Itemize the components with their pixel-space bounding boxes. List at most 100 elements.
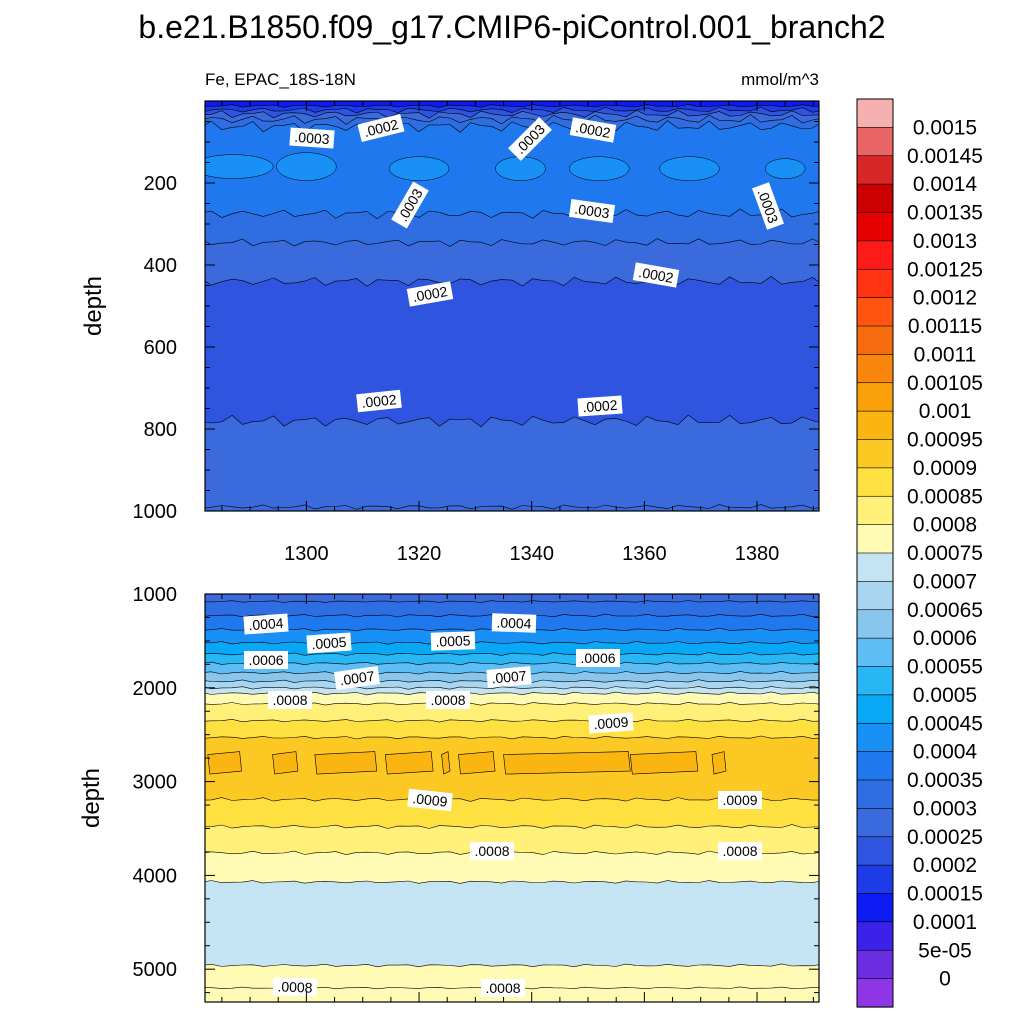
lower-contour-label-4: .0006 [244,651,288,669]
upper-contour-label-7: .0002 [406,281,454,307]
upper-x-tick-label-3: 1360 [622,543,667,565]
colorbar-label-17: 0.00065 [907,599,983,622]
lower-contour-label-text-14: .0008 [722,843,757,859]
upper-contour-label-bg-10 [577,395,623,417]
upper-contour-label-text-0: .0003 [294,129,330,147]
upper-contour-label-text-8: .0002 [637,264,674,286]
upper-contour-label-bg-4 [391,181,429,229]
colorbar-swatch-3 [856,183,894,214]
lower-contour-label-16: .0008 [481,979,525,997]
upper-contour-3 [205,114,819,125]
colorbar-swatch-18 [856,609,894,639]
lower-contour-label-bg-8 [268,691,312,709]
upper-contour-1 [205,106,819,114]
upper-contour-label-text-3: .0002 [574,119,611,141]
lower-contour-label-bg-2 [306,632,352,654]
colorbar-label-8: 0.0011 [914,343,977,366]
colorbar-swatch-28 [856,893,894,923]
lower-contour-16 [205,880,819,884]
upper-y-axis-label: depth [80,276,107,336]
colorbar-label-9: 0.00105 [907,372,983,395]
lower-contour-label-text-0: .0004 [248,615,284,633]
upper-contour-9 [205,504,819,510]
colorbar-swatch-24 [856,779,894,809]
upper-blob-6 [764,158,806,179]
colorbar-label-29: 5e-05 [918,939,972,962]
lower-contour-5 [205,661,819,666]
upper-ticks [205,101,819,512]
upper-contour-labels: .0003.0002.0003.0002.0003.0003.0003.0002… [289,113,784,417]
lower-y-tick-labels: 1000 2000 3000 4000 5000 [133,584,178,981]
lower-contour-label-text-15: .0008 [277,978,313,995]
lower-contour-label-12: .0009 [718,791,762,809]
upper-x-tick-label-2: 1340 [509,543,554,565]
lower-contour-label-text-2: .0005 [311,634,347,652]
colorbar-swatch-23 [856,751,894,781]
colorbar-swatch-9 [856,354,894,384]
lower-contour-label-text-4: .0006 [248,652,283,668]
colorbar-label-15: 0.00075 [907,542,983,565]
upper-contour-6 [205,238,819,247]
colorbar-swatch-25 [856,808,894,838]
upper-y-tick-labels: 200 400 600 800 1000 [133,173,178,523]
upper-contour-label-9: .0002 [356,389,402,413]
lower-y-tick-label-4: 5000 [133,959,178,981]
colorbar-swatch-7 [856,297,894,327]
upper-contour-label-bg-7 [406,281,454,307]
colorbar: 0.0015 0.00145 0.0014 0.00135 0.0013 0.00125 0… [856,98,983,1008]
colorbar-swatch-27 [856,864,894,895]
lower-patch-0 [207,751,242,775]
upper-contour-label-bg-3 [569,117,617,143]
colorbar-swatch-5 [856,240,894,270]
colorbar-swatch-11 [856,410,894,441]
upper-y-tick-label-4: 1000 [133,501,178,523]
colorbar-label-21: 0.00045 [907,712,983,735]
lower-contour-label-bg-14 [718,842,762,860]
lower-contour-label-bg-10 [588,712,634,734]
lower-contour-label-3: .0005 [430,631,476,651]
lower-contour-12 [205,735,819,740]
lower-contour-label-text-10: .0009 [593,714,629,732]
lower-contour-label-bg-13 [470,842,514,860]
colorbar-label-18: 0.0006 [913,627,977,650]
upper-contour-label-text-9: .0002 [361,391,398,411]
lower-contour-label-text-12: .0009 [722,792,757,808]
colorbar-label-23: 0.00035 [907,769,983,792]
lower-contour-label-11: .0009 [407,788,453,812]
lower-contour-label-text-11: .0009 [412,790,449,810]
lower-contour-label-text-7: .0007 [491,667,528,686]
lower-contour-label-text-5: .0006 [580,650,615,666]
colorbar-label-3: 0.00135 [907,202,983,225]
upper-contour-label-0: .0003 [289,127,335,149]
colorbar-swatch-13 [856,467,894,497]
lower-contour-label-bg-16 [481,979,525,997]
colorbar-label-2: 0.0014 [913,173,978,196]
lower-contour-label-10: .0009 [588,712,634,734]
colorbar-label-14: 0.0008 [913,514,977,537]
upper-contour-label-bg-1 [357,113,405,143]
upper-contour-label-bg-0 [289,127,335,149]
lower-contour-label-bg-7 [486,666,532,688]
colorbar-swatch-8 [856,325,894,355]
colorbar-label-12: 0.0009 [913,457,977,480]
lower-contour-0 [205,600,819,603]
lower-contour-label-bg-3 [430,631,476,651]
upper-y-tick-label-0: 200 [144,173,177,195]
upper-contour-label-bg-6 [752,182,784,230]
colorbar-label-22: 0.0004 [913,741,978,764]
lower-patch-2 [314,751,378,775]
lower-patch-6 [503,751,631,775]
upper-x-tick-label-1: 1320 [397,543,442,565]
colorbar-swatch-19 [856,637,894,668]
lower-contour-label-bg-6 [333,666,381,690]
lower-contour-label-0: .0004 [243,613,289,635]
upper-contour-5 [205,208,819,220]
colorbar-swatch-31 [856,978,894,1008]
upper-y-tick-label-1: 400 [144,255,177,277]
lower-patch-5 [458,751,496,775]
lower-panel: .0004 .0004 .0005 .0005 .0006 .0006 .0007 .0007… [78,584,820,1003]
colorbar-label-24: 0.0003 [913,797,977,820]
lower-contour-label-text-3: .0005 [435,632,471,649]
lower-contour-label-8: .0008 [268,691,312,709]
colorbar-swatch-10 [856,382,894,412]
